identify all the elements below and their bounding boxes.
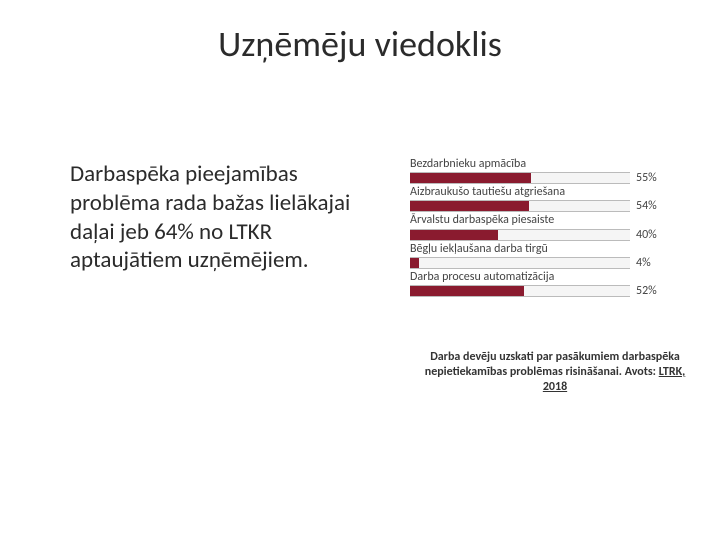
chart-bar-value: 52% xyxy=(636,284,657,298)
chart-bar-fill xyxy=(410,286,524,296)
chart-bar-fill xyxy=(410,201,529,211)
chart-bar-line: 55% xyxy=(410,172,690,184)
bar-chart: Bezdarbnieku apmācība55%Aizbraukušo taut… xyxy=(410,158,690,299)
caption-text: Darba devēju uzskati par pasākumiem darb… xyxy=(425,350,680,379)
chart-bar-label: Bezdarbnieku apmācība xyxy=(410,158,690,171)
chart-bar-value: 4% xyxy=(636,256,651,270)
chart-bar-track xyxy=(410,229,630,241)
chart-bar-label: Ārvalstu darbaspēka piesaiste xyxy=(410,214,690,227)
chart-row: Bezdarbnieku apmācība55% xyxy=(410,158,690,184)
chart-bar-label: Darba procesu automatizācija xyxy=(410,271,690,284)
page-title: Uzņēmēju viedoklis xyxy=(0,22,720,66)
chart-row: Bēgļu iekļaušana darba tirgū4% xyxy=(410,243,690,269)
body-paragraph: Darbaspēka pieejamības problēma rada baž… xyxy=(70,160,380,275)
chart-bar-value: 55% xyxy=(636,171,657,185)
chart-bar-line: 52% xyxy=(410,285,690,297)
chart-bar-fill xyxy=(410,173,531,183)
slide: Uzņēmēju viedoklis Darbaspēka pieejamība… xyxy=(0,0,720,540)
chart-bar-fill xyxy=(410,230,498,240)
chart-bar-value: 54% xyxy=(636,199,657,213)
chart-row: Darba procesu automatizācija52% xyxy=(410,271,690,297)
chart-bar-line: 54% xyxy=(410,200,690,212)
chart-caption: Darba devēju uzskati par pasākumiem darb… xyxy=(420,350,690,395)
chart-bar-track xyxy=(410,200,630,212)
chart-bar-label: Aizbraukušo tautiešu atgriešana xyxy=(410,186,690,199)
chart-bar-value: 40% xyxy=(636,228,657,242)
chart-bar-fill xyxy=(410,258,419,268)
chart-bar-line: 40% xyxy=(410,229,690,241)
chart-bar-line: 4% xyxy=(410,257,690,269)
chart-row: Ārvalstu darbaspēka piesaiste40% xyxy=(410,214,690,240)
chart-bar-track xyxy=(410,257,630,269)
chart-bar-track xyxy=(410,285,630,297)
chart-bar-label: Bēgļu iekļaušana darba tirgū xyxy=(410,243,690,256)
chart-row: Aizbraukušo tautiešu atgriešana54% xyxy=(410,186,690,212)
chart-bar-track xyxy=(410,172,630,184)
